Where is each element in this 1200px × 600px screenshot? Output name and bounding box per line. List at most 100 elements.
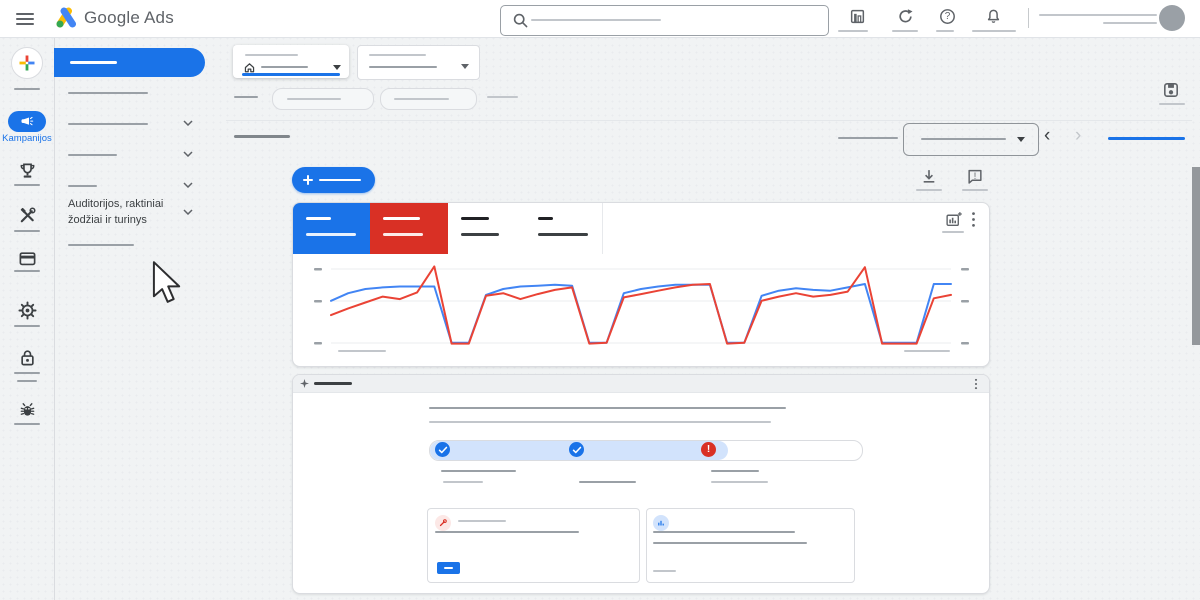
settings-gear-icon[interactable] xyxy=(18,301,37,320)
search-icon xyxy=(513,13,528,28)
dropdown-caret-icon xyxy=(333,65,341,70)
account-selector[interactable] xyxy=(233,45,349,78)
save-icon[interactable] xyxy=(1162,81,1180,99)
fix-it-button[interactable] xyxy=(437,562,460,574)
placeholder-line xyxy=(369,66,437,68)
subnav-item-3[interactable] xyxy=(68,123,148,125)
placeholder-line xyxy=(306,233,356,236)
metric-tab-3[interactable] xyxy=(448,203,526,254)
placeholder-line xyxy=(14,423,40,425)
divider xyxy=(226,120,1192,121)
campaign-selector[interactable] xyxy=(357,45,480,80)
download-icon[interactable] xyxy=(920,168,938,185)
refresh-icon[interactable] xyxy=(897,8,914,25)
adjust-chart-icon[interactable] xyxy=(945,211,962,228)
placeholder-line xyxy=(14,88,40,90)
subnav-item-5[interactable] xyxy=(68,185,97,187)
recommendation-card-stats[interactable] xyxy=(646,508,855,583)
placeholder-line xyxy=(245,54,298,56)
placeholder-line xyxy=(383,217,420,220)
progress-step-3[interactable]: ! xyxy=(701,442,716,457)
previous-period-button[interactable]: ‹ xyxy=(1044,125,1051,146)
sparkle-icon xyxy=(300,379,309,388)
subnav-item-audiences[interactable]: Auditorijos, raktiniai žodžiai ir turiny… xyxy=(68,198,164,226)
billing-card-icon[interactable] xyxy=(18,249,37,268)
active-indicator xyxy=(242,73,340,76)
step-label-placeholder xyxy=(711,470,759,472)
placeholder-line xyxy=(14,325,40,327)
new-campaign-button[interactable] xyxy=(292,167,375,193)
placeholder-line xyxy=(653,531,795,533)
divider xyxy=(1028,8,1029,28)
chart-line-red xyxy=(330,265,952,345)
chevron-down-icon[interactable] xyxy=(183,182,193,188)
tools-icon[interactable] xyxy=(18,206,37,225)
chevron-down-icon[interactable] xyxy=(183,209,193,215)
placeholder-line xyxy=(369,54,426,56)
notifications-icon[interactable] xyxy=(985,8,1002,25)
recommendation-card-fix[interactable] xyxy=(427,508,640,583)
segment-select[interactable] xyxy=(903,123,1039,156)
placeholder-line xyxy=(962,189,988,191)
insights-card-header xyxy=(293,375,989,393)
step-label-placeholder xyxy=(441,470,516,472)
placeholder-line xyxy=(921,138,1006,140)
placeholder-line xyxy=(838,30,868,32)
placeholder-line xyxy=(487,96,518,98)
placeholder-line xyxy=(531,19,661,21)
vertical-scrollbar[interactable] xyxy=(1192,167,1200,345)
filter-chip[interactable] xyxy=(272,88,374,110)
megaphone-icon xyxy=(21,116,34,126)
menu-icon[interactable] xyxy=(16,13,34,25)
filter-chip[interactable] xyxy=(380,88,477,110)
x-axis-label-placeholder xyxy=(904,350,950,352)
progress-step-2[interactable] xyxy=(569,442,584,457)
metric-tab-1[interactable] xyxy=(293,203,370,254)
help-icon[interactable] xyxy=(939,8,956,25)
help-glyph: ? xyxy=(944,11,951,22)
next-period-button[interactable]: › xyxy=(1075,125,1082,146)
create-button[interactable] xyxy=(11,47,43,79)
metric-tab-4[interactable] xyxy=(525,203,603,254)
step-label-placeholder xyxy=(579,481,636,483)
search-input[interactable] xyxy=(500,5,829,36)
placeholder-line xyxy=(653,542,807,544)
goals-trophy-icon[interactable] xyxy=(18,162,37,181)
progress-step-1[interactable] xyxy=(435,442,450,457)
reports-icon[interactable] xyxy=(849,8,866,25)
google-ads-logo-icon xyxy=(56,7,76,28)
feedback-icon[interactable] xyxy=(966,168,984,185)
link-placeholder[interactable] xyxy=(653,570,676,572)
subnav-item-4[interactable] xyxy=(68,154,117,156)
chevron-down-icon[interactable] xyxy=(183,120,193,126)
more-options-icon[interactable] xyxy=(971,211,976,228)
avatar[interactable] xyxy=(1159,5,1185,31)
metric-tab-2[interactable] xyxy=(370,203,448,254)
chevron-down-icon[interactable] xyxy=(183,151,193,157)
placeholder-line xyxy=(461,217,489,220)
security-lock-icon[interactable] xyxy=(18,348,37,367)
overview-chart-svg xyxy=(314,265,969,345)
rail-item-campaigns[interactable] xyxy=(8,111,46,132)
more-options-icon[interactable] xyxy=(974,378,978,390)
brand-title: Google Ads xyxy=(84,8,174,27)
rail-item-campaigns-label: Kampanijos xyxy=(2,133,52,144)
subnav-item-active[interactable] xyxy=(54,48,205,77)
filter-label-placeholder xyxy=(234,96,258,98)
placeholder-line xyxy=(14,372,40,374)
alert-wrench-icon xyxy=(435,515,451,531)
y-axis-ticks xyxy=(314,268,969,345)
account-name-placeholder xyxy=(1039,14,1157,16)
navigation-rail: Kampanijos xyxy=(0,37,55,600)
account-id-placeholder xyxy=(1103,22,1157,24)
subnav-item-2[interactable] xyxy=(68,92,148,94)
step-label-placeholder xyxy=(443,481,483,483)
placeholder-line xyxy=(306,217,331,220)
google-plus-icon xyxy=(19,55,35,71)
placeholder-line xyxy=(394,98,449,100)
bug-report-icon[interactable] xyxy=(18,400,37,419)
subnav-item-7[interactable] xyxy=(68,244,134,246)
date-range-link-placeholder[interactable] xyxy=(1108,137,1185,140)
dropdown-caret-icon xyxy=(461,64,469,69)
